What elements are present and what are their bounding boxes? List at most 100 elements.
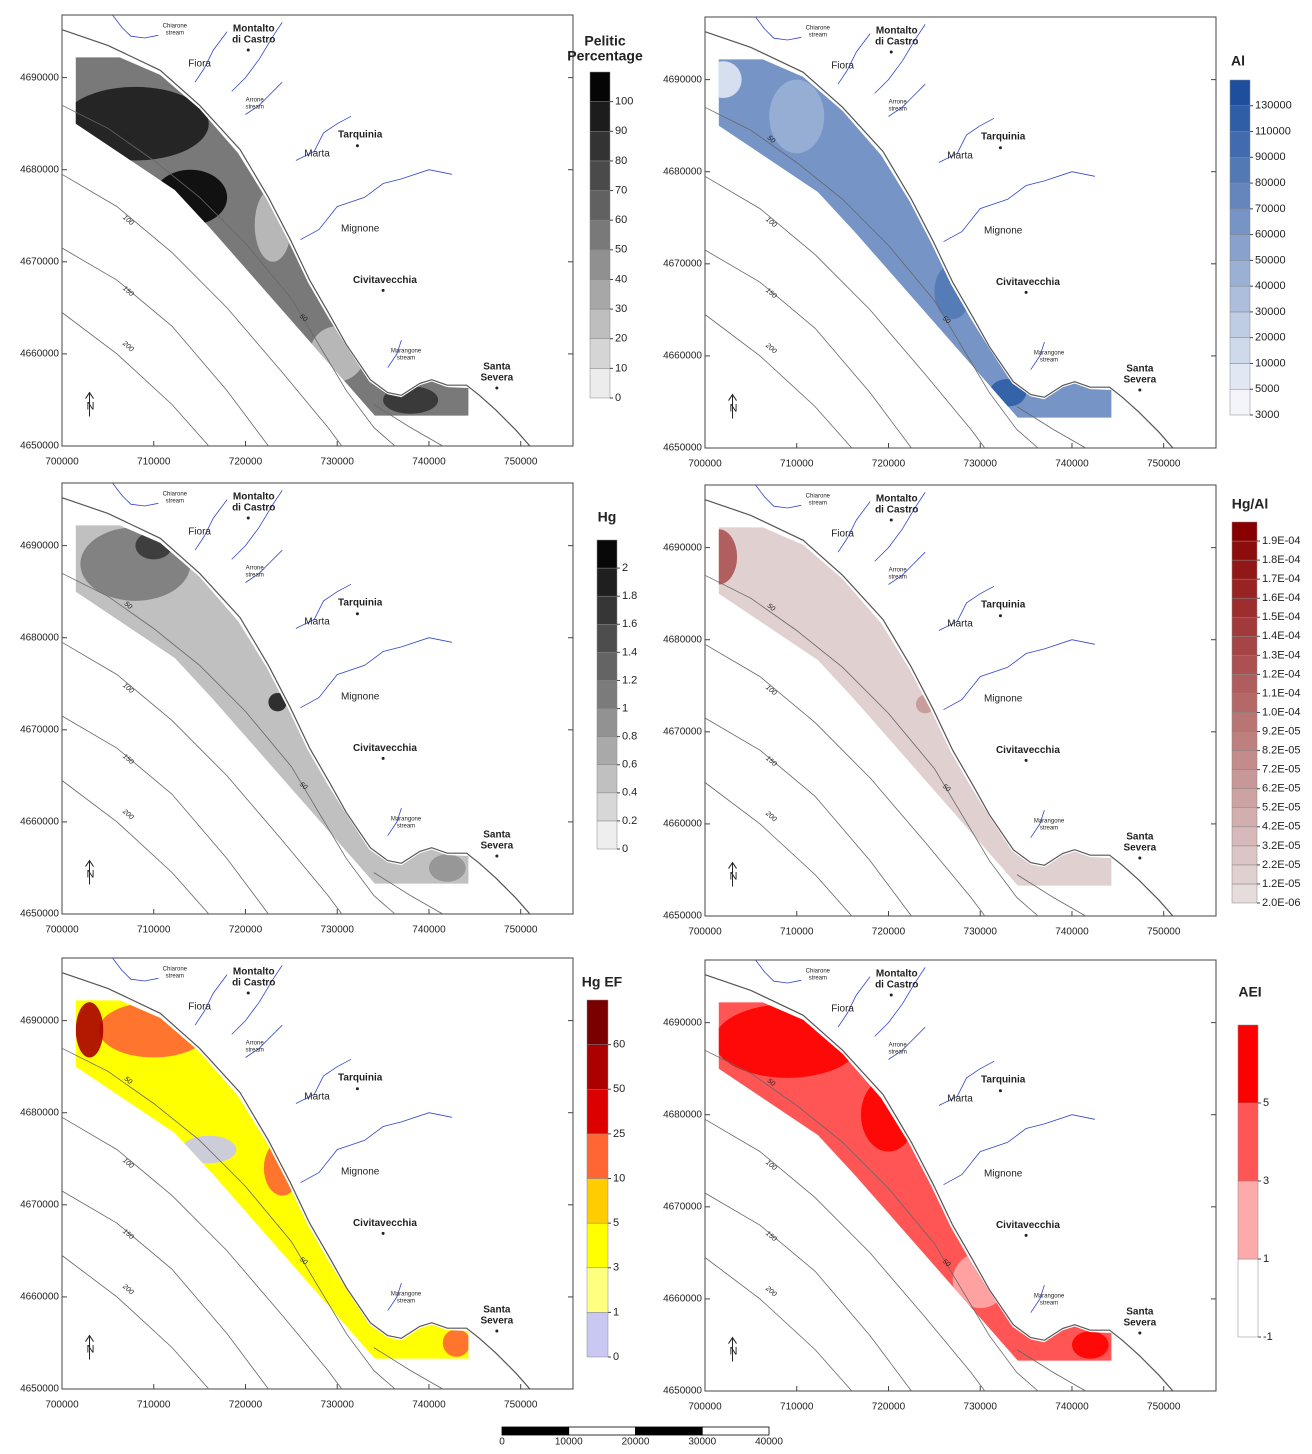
x-tick-label: 730000 <box>321 925 355 936</box>
legend-title: AEI <box>1238 984 1261 1000</box>
scale-label: 30000 <box>688 1437 716 1448</box>
legend-swatch <box>1231 597 1258 618</box>
legend-label: 80 <box>615 155 627 167</box>
y-tick-label: 4680000 <box>20 164 59 175</box>
place-label: Mignone <box>341 1166 380 1177</box>
coastline <box>61 29 531 447</box>
x-tick-label: 720000 <box>872 927 906 938</box>
legend-label: 1.2E-04 <box>1262 668 1301 680</box>
place-label: Santa <box>1126 1306 1154 1317</box>
legend-label: 1.0E-04 <box>1262 706 1301 718</box>
place-label: Arrone <box>889 1042 908 1048</box>
x-tick-label: 720000 <box>229 457 263 468</box>
river <box>874 24 926 94</box>
isobath <box>373 1347 443 1390</box>
isobath <box>61 1116 343 1390</box>
legend-swatch <box>589 131 611 162</box>
legend-label: 0 <box>622 843 628 855</box>
place-label: stream <box>809 33 827 39</box>
place-label: Marangone <box>391 817 422 823</box>
legend-swatch <box>1231 845 1258 866</box>
legend-swatch <box>586 1222 609 1268</box>
place-label: Severa <box>1123 374 1156 385</box>
legend-label: 20 <box>615 333 627 345</box>
legend-label: 2.0E-06 <box>1262 897 1301 909</box>
isobath-label: 50 <box>766 1078 777 1088</box>
place-label: Mignone <box>341 223 380 234</box>
legend-label: 5.2E-05 <box>1262 802 1301 814</box>
place-dot <box>889 50 893 54</box>
x-tick-label: 740000 <box>1055 1402 1089 1413</box>
place-label: Civitavecchia <box>353 275 417 286</box>
legend-label: 110000 <box>1255 125 1291 137</box>
north-label: N <box>87 400 95 412</box>
legend-title: Al <box>1231 53 1245 69</box>
river <box>112 957 159 982</box>
x-tick-label: 740000 <box>412 925 446 936</box>
legend-swatch <box>1229 363 1251 390</box>
river <box>245 1024 283 1058</box>
river <box>837 976 871 1028</box>
place-label: Montalto <box>233 491 275 502</box>
river <box>943 171 1095 243</box>
legend-label: 40000 <box>1255 280 1286 292</box>
isobath <box>704 1118 986 1392</box>
legend-swatch <box>589 190 611 221</box>
contour-zone <box>428 854 466 882</box>
y-tick-label: 4670000 <box>20 256 59 267</box>
legend-swatch <box>596 820 618 850</box>
legend-swatch <box>586 1312 609 1358</box>
legend-swatch <box>596 652 618 681</box>
x-tick-label: 700000 <box>45 1400 79 1411</box>
legend-label: 1.2E-05 <box>1262 878 1301 890</box>
river <box>755 959 802 984</box>
place-label: Civitavecchia <box>996 277 1060 288</box>
legend-swatch <box>1231 540 1258 561</box>
y-tick-label: 4690000 <box>20 1015 59 1026</box>
legend-label: 1.8E-04 <box>1262 554 1301 566</box>
place-label: Marangone <box>1034 1294 1065 1300</box>
legend-swatch <box>1231 693 1258 713</box>
river <box>1030 809 1045 838</box>
legend-label: 0 <box>615 392 621 404</box>
place-label: Marta <box>304 617 330 628</box>
place-label: Civitavecchia <box>353 1218 417 1229</box>
north-label: N <box>730 1345 738 1357</box>
isobath <box>61 780 210 915</box>
legend-label: 8.2E-05 <box>1262 745 1301 757</box>
legend-swatch <box>1231 617 1258 637</box>
y-tick-label: 4660000 <box>20 1292 59 1303</box>
legend-label: 1 <box>1263 1253 1269 1265</box>
isobath <box>61 641 343 915</box>
place-label: Mignone <box>341 691 380 702</box>
legend-label: 50 <box>613 1083 625 1095</box>
x-tick-label: 720000 <box>229 925 263 936</box>
isobath-label: 50 <box>298 1256 309 1266</box>
legend-label: 1.6 <box>622 618 637 630</box>
place-label: stream <box>888 106 906 112</box>
x-tick-label: 750000 <box>1147 1402 1181 1413</box>
y-tick-label: 4670000 <box>663 1201 702 1212</box>
river <box>755 484 802 509</box>
place-label: Severa <box>480 1315 513 1326</box>
place-label: di Castro <box>232 502 275 513</box>
legend-swatch <box>1231 769 1258 789</box>
river <box>938 585 995 631</box>
river <box>943 1114 1095 1186</box>
legend-swatch <box>1229 157 1251 184</box>
legend-swatch <box>589 368 611 399</box>
river <box>1030 1284 1045 1313</box>
legend-swatch <box>586 999 609 1045</box>
place-label: stream <box>888 1049 906 1055</box>
y-tick-label: 4650000 <box>20 1384 59 1395</box>
x-tick-label: 710000 <box>780 927 814 938</box>
legend-swatch <box>586 1133 609 1179</box>
place-label: Chiarone <box>806 494 831 500</box>
legend-label: 130000 <box>1255 100 1292 112</box>
isobath <box>704 1049 1039 1392</box>
place-label: Severa <box>480 372 513 383</box>
study-area <box>718 527 1112 886</box>
place-label: di Castro <box>232 977 275 988</box>
